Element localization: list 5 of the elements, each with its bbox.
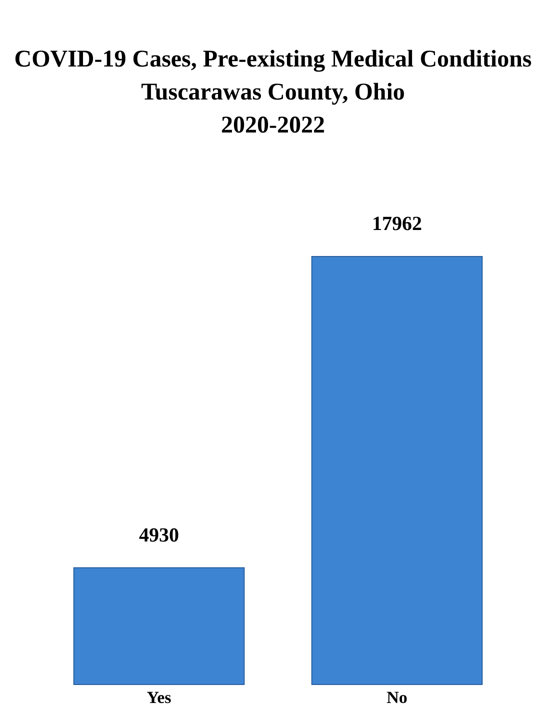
x-tick-label: Yes <box>146 688 172 706</box>
data-label: 4930 <box>139 524 179 546</box>
data-label: 17962 <box>372 213 422 235</box>
chart-title: COVID-19 Cases, Pre-existing Medical Conditions Tuscarawas County, Ohio 2020-2022 <box>14 46 532 138</box>
x-tick-label: No <box>386 688 408 706</box>
